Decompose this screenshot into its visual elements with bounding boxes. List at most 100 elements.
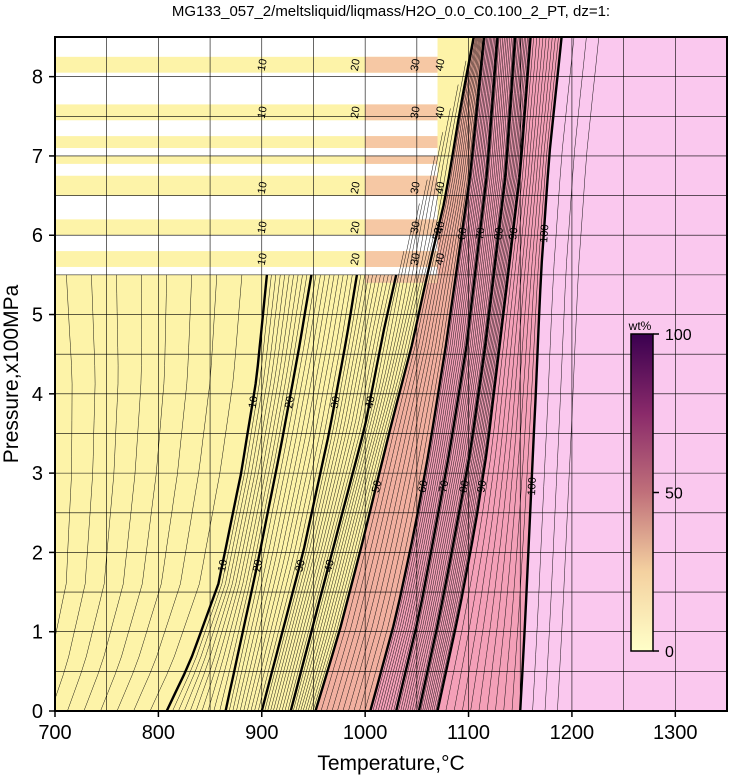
pressure-band <box>55 136 438 149</box>
minor-contour <box>281 274 385 711</box>
x-tick-label: 800 <box>142 722 175 744</box>
pressure-band-warm <box>365 274 438 283</box>
band-contour-label: 30 <box>409 105 423 119</box>
contour-label: 70 <box>474 227 487 241</box>
pressure-band <box>55 274 438 283</box>
gridlines <box>55 37 727 711</box>
minor-contour <box>275 274 377 711</box>
colorbar-unit: wt% <box>628 319 652 333</box>
contour-label-group: 40 <box>322 558 337 573</box>
colorbar-tick-label: 0 <box>665 644 674 661</box>
minor-contour <box>424 37 520 711</box>
minor-contour <box>55 274 73 639</box>
minor-contour <box>292 251 405 711</box>
band-contour-label: 10 <box>256 181 270 195</box>
band-contour-label: 30 <box>409 58 423 72</box>
minor-contour <box>390 37 496 711</box>
y-tick-label: 0 <box>32 701 43 723</box>
minor-contour <box>400 37 502 711</box>
contour-label-group: 80 <box>493 227 506 241</box>
minor-contour <box>172 274 272 711</box>
minor-contour <box>232 274 321 711</box>
minor-contour <box>470 37 544 711</box>
minor-contour <box>359 37 483 711</box>
pressure-band-layer <box>55 37 438 283</box>
colorbar-tick-label: 100 <box>665 327 692 344</box>
minor-contour <box>195 274 290 711</box>
contour-label-group: 100 <box>538 224 551 243</box>
contour-label: 90 <box>475 480 489 494</box>
pressure-band <box>55 155 438 164</box>
contour-100 <box>519 37 563 711</box>
minor-contour <box>228 274 317 711</box>
x-tick-label: 1200 <box>550 722 595 744</box>
minor-contour <box>380 37 490 711</box>
colorbar-tick-label: 50 <box>665 486 683 503</box>
minor-contour <box>55 274 96 700</box>
minor-contour <box>236 274 326 711</box>
minor-contour <box>422 37 519 711</box>
contour-label-group: 90 <box>475 480 489 494</box>
plot-frame <box>54 36 728 712</box>
contour-label-group: 40 <box>364 395 378 409</box>
minor-contour <box>388 37 494 711</box>
contour-label-group: 20 <box>251 559 265 573</box>
contour-label: 20 <box>283 395 297 409</box>
pressure-band <box>55 56 438 73</box>
minor-contour <box>133 274 218 711</box>
band-contour-label: 40 <box>434 220 448 234</box>
minor-contour <box>178 274 277 711</box>
minor-contour <box>270 274 369 711</box>
minor-contour <box>267 274 365 711</box>
minor-contour <box>420 37 517 711</box>
minor-contour <box>302 155 436 711</box>
minor-contour <box>337 37 479 711</box>
pressure-band-warm <box>365 219 438 236</box>
contour-label-group: 90 <box>507 227 520 241</box>
minor-contour <box>257 274 353 711</box>
y-tick-label: 3 <box>32 463 43 485</box>
minor-contour <box>478 37 547 711</box>
band-contour-label: 20 <box>349 220 363 234</box>
band-contour-label: 20 <box>349 58 363 72</box>
x-tick-label: 1000 <box>343 722 388 744</box>
minor-contour <box>189 274 285 711</box>
x-axis-ticks: 700 800 900 1000 1100 1200 1300 <box>38 711 698 744</box>
contour-label-group: 100 <box>526 477 539 496</box>
minor-contour <box>326 37 477 711</box>
contour-label: 10 <box>216 559 230 573</box>
minor-contour <box>393 37 497 711</box>
band-contour-label: 10 <box>256 252 270 266</box>
pressure-band-warm <box>365 56 438 73</box>
minor-contour <box>377 37 489 711</box>
minor-contour <box>426 37 522 711</box>
contour-20 <box>224 274 313 711</box>
band-contour-label: 40 <box>434 181 448 195</box>
minor-contour <box>320 37 475 711</box>
y-axis-ticks: 0 1 2 3 4 5 6 7 8 <box>32 67 55 723</box>
minor-contour <box>431 37 527 711</box>
minor-contour <box>243 274 335 711</box>
band-contour-label: 30 <box>409 252 423 266</box>
contour-labels: 1010202030304040505060607070808090901001… <box>216 58 551 573</box>
colorbar: wt% 0 50 100 <box>628 319 692 661</box>
contour-label-group: 80 <box>458 479 472 493</box>
minor-contour <box>307 108 451 711</box>
x-tick-label: 1300 <box>653 722 698 744</box>
minor-contour <box>495 37 553 711</box>
contour-label-group: 10 <box>247 395 261 409</box>
contour-label: 80 <box>458 479 472 493</box>
contour-label-group: 70 <box>437 479 451 493</box>
band-contour-label: 10 <box>256 220 270 234</box>
minor-contour <box>310 84 459 711</box>
minor-contour <box>385 37 493 711</box>
minor-contour <box>250 274 344 711</box>
chart-title: MG133_057_2/meltsliquid/liqmass/H2O_0.0_… <box>172 3 610 20</box>
pressure-band-warm <box>365 104 438 121</box>
minor-contour <box>100 274 167 711</box>
pressure-band-warm <box>365 136 438 149</box>
minor-contour <box>247 274 339 711</box>
minor-contour <box>411 37 511 711</box>
minor-contour <box>264 274 362 711</box>
y-tick-label: 8 <box>32 67 43 89</box>
